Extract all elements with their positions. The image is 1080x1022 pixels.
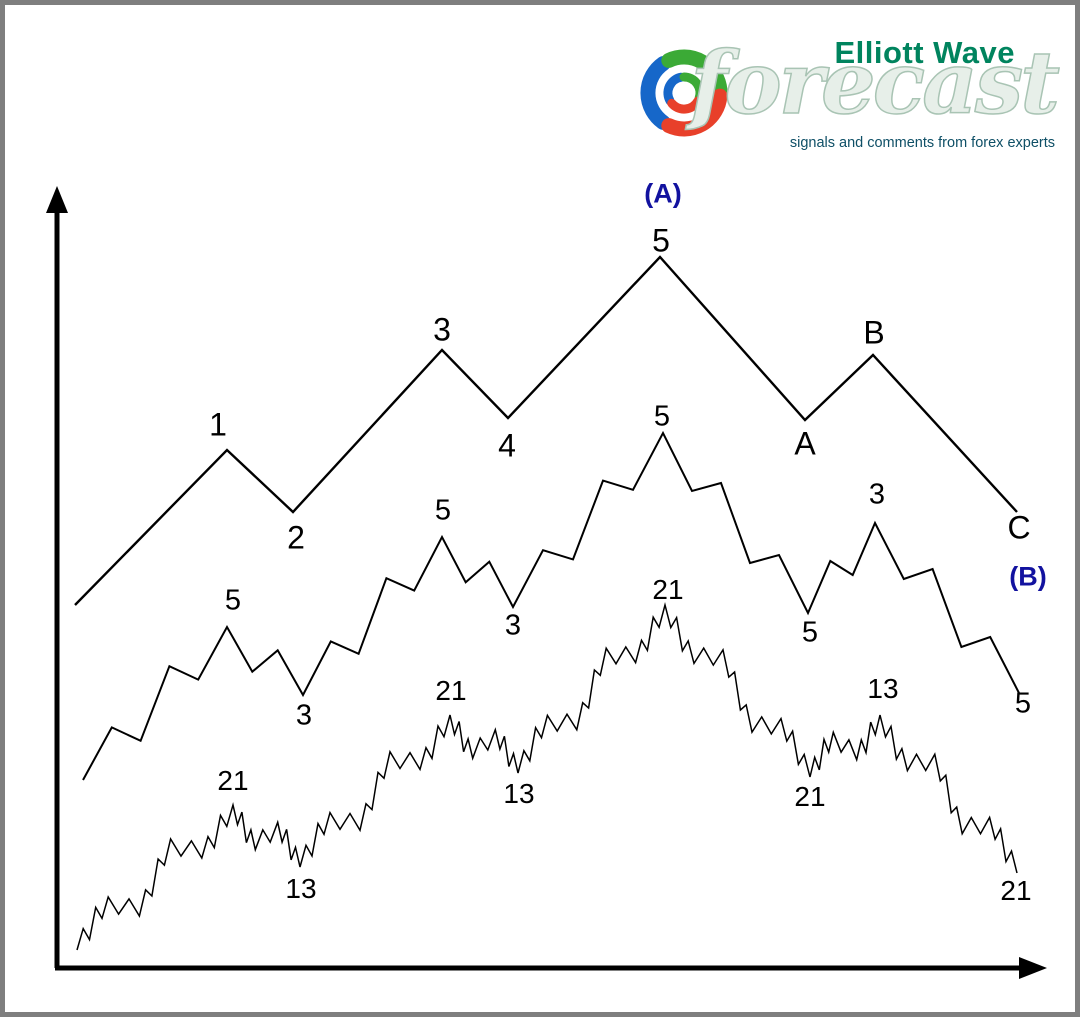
brand-tagline: signals and comments from forex experts [789, 135, 1055, 151]
y-axis-arrow-icon [46, 186, 68, 213]
primary-wave-line [74, 255, 1018, 606]
minor-wave-line [76, 602, 1018, 951]
brand-name: Elliott Wave [834, 35, 1015, 70]
swirl-logo-icon [640, 49, 728, 137]
intermediate-wave-line [82, 430, 1020, 781]
x-axis-arrow-icon [1019, 957, 1047, 979]
brand-logo: Elliott Wave forecast signals and commen… [629, 33, 1061, 155]
brand-script-wordmark: forecast [690, 33, 1061, 134]
elliott-wave-chart [46, 186, 1047, 979]
